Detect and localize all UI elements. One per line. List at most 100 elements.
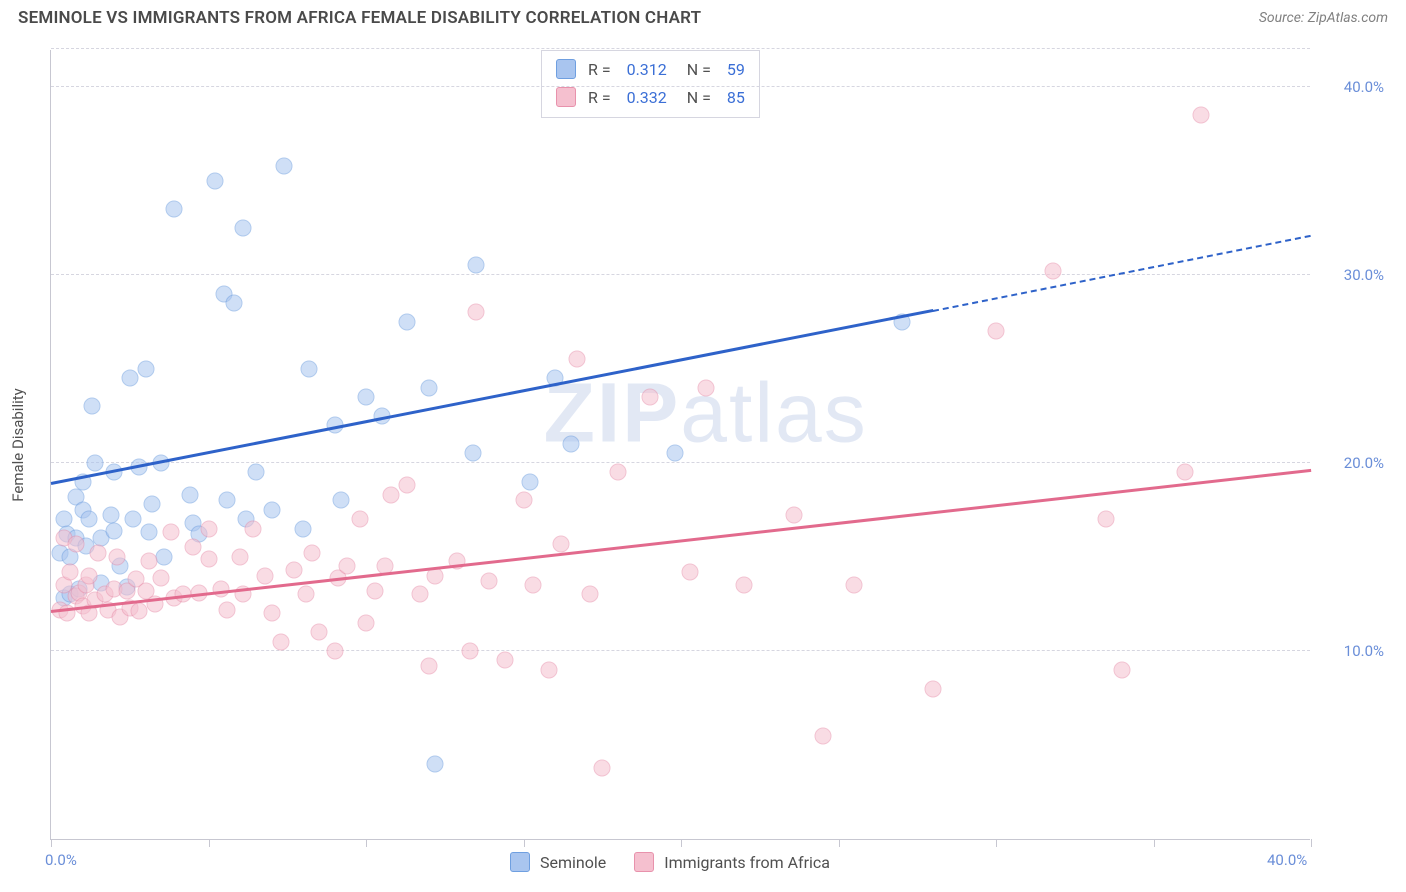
data-point bbox=[666, 445, 683, 462]
data-point bbox=[83, 398, 100, 415]
x-tick bbox=[996, 839, 997, 847]
trend-line bbox=[51, 469, 1311, 613]
data-point bbox=[367, 582, 384, 599]
data-point bbox=[263, 501, 280, 518]
data-point bbox=[480, 573, 497, 590]
data-point bbox=[143, 496, 160, 513]
data-point bbox=[232, 548, 249, 565]
data-point bbox=[200, 520, 217, 537]
data-point bbox=[247, 464, 264, 481]
gridline bbox=[51, 86, 1310, 87]
series-legend: SeminoleImmigrants from Africa bbox=[510, 852, 830, 872]
data-point bbox=[427, 755, 444, 772]
data-point bbox=[925, 680, 942, 697]
data-point bbox=[610, 464, 627, 481]
data-point bbox=[339, 558, 356, 575]
data-point bbox=[468, 257, 485, 274]
data-point bbox=[515, 492, 532, 509]
data-point bbox=[1044, 262, 1061, 279]
data-point bbox=[421, 657, 438, 674]
data-point bbox=[124, 511, 141, 528]
data-point bbox=[1114, 661, 1131, 678]
data-point bbox=[61, 563, 78, 580]
x-axis-limit-label: 40.0% bbox=[1267, 851, 1307, 869]
series-legend-label: Seminole bbox=[540, 853, 606, 872]
data-point bbox=[421, 379, 438, 396]
x-tick bbox=[51, 839, 52, 847]
data-point bbox=[581, 586, 598, 603]
data-point bbox=[206, 172, 223, 189]
plot-area: ZIPatlas R = 0.312 N = 59R = 0.332 N = 8… bbox=[50, 50, 1310, 840]
correlation-legend: R = 0.312 N = 59R = 0.332 N = 85 bbox=[541, 50, 760, 118]
data-point bbox=[285, 562, 302, 579]
data-point bbox=[846, 577, 863, 594]
data-point bbox=[140, 552, 157, 569]
data-point bbox=[276, 157, 293, 174]
data-point bbox=[295, 520, 312, 537]
data-point bbox=[162, 524, 179, 541]
data-point bbox=[235, 219, 252, 236]
data-point bbox=[562, 436, 579, 453]
legend-swatch bbox=[634, 852, 654, 872]
data-point bbox=[358, 388, 375, 405]
data-point bbox=[219, 601, 236, 618]
y-tick-label: 20.0% bbox=[1318, 454, 1384, 472]
data-point bbox=[310, 624, 327, 641]
x-tick bbox=[209, 839, 210, 847]
data-point bbox=[398, 477, 415, 494]
data-point bbox=[80, 511, 97, 528]
legend-r-label: R = bbox=[588, 60, 615, 79]
legend-n-label: N = bbox=[679, 88, 715, 107]
data-point bbox=[1192, 106, 1209, 123]
data-point bbox=[326, 642, 343, 659]
x-axis-limit-label: 0.0% bbox=[45, 851, 77, 869]
legend-n-value: 59 bbox=[727, 60, 745, 79]
data-point bbox=[244, 520, 261, 537]
x-tick bbox=[681, 839, 682, 847]
data-point bbox=[398, 313, 415, 330]
data-point bbox=[131, 603, 148, 620]
data-point bbox=[225, 294, 242, 311]
gridline bbox=[51, 462, 1310, 463]
data-point bbox=[263, 605, 280, 622]
data-point bbox=[496, 652, 513, 669]
data-point bbox=[257, 567, 274, 584]
data-point bbox=[1177, 464, 1194, 481]
data-point bbox=[521, 473, 538, 490]
data-point bbox=[301, 360, 318, 377]
data-point bbox=[153, 569, 170, 586]
data-point bbox=[68, 535, 85, 552]
gridline bbox=[51, 48, 1310, 49]
correlation-chart: Female Disability ZIPatlas R = 0.312 N =… bbox=[50, 50, 1390, 840]
data-point bbox=[272, 633, 289, 650]
data-point bbox=[383, 486, 400, 503]
data-point bbox=[181, 486, 198, 503]
legend-n-value: 85 bbox=[727, 88, 745, 107]
source-attribution: Source: ZipAtlas.com bbox=[1259, 10, 1388, 26]
data-point bbox=[553, 535, 570, 552]
data-point bbox=[358, 614, 375, 631]
data-point bbox=[87, 454, 104, 471]
legend-r-label: R = bbox=[588, 88, 615, 107]
data-point bbox=[200, 550, 217, 567]
legend-r-value: 0.332 bbox=[627, 88, 667, 107]
y-tick-label: 40.0% bbox=[1318, 78, 1384, 96]
x-tick bbox=[1311, 839, 1312, 847]
data-point bbox=[90, 545, 107, 562]
data-point bbox=[121, 370, 138, 387]
y-axis-label: Female Disability bbox=[9, 388, 27, 502]
data-point bbox=[213, 580, 230, 597]
y-tick-label: 30.0% bbox=[1318, 266, 1384, 284]
data-point bbox=[461, 642, 478, 659]
data-point bbox=[184, 539, 201, 556]
x-tick bbox=[839, 839, 840, 847]
data-point bbox=[332, 492, 349, 509]
data-point bbox=[109, 548, 126, 565]
data-point bbox=[641, 388, 658, 405]
x-tick bbox=[524, 839, 525, 847]
header: SEMINOLE VS IMMIGRANTS FROM AFRICA FEMAL… bbox=[0, 0, 1406, 32]
data-point bbox=[219, 492, 236, 509]
data-point bbox=[594, 759, 611, 776]
data-point bbox=[988, 323, 1005, 340]
data-point bbox=[524, 577, 541, 594]
